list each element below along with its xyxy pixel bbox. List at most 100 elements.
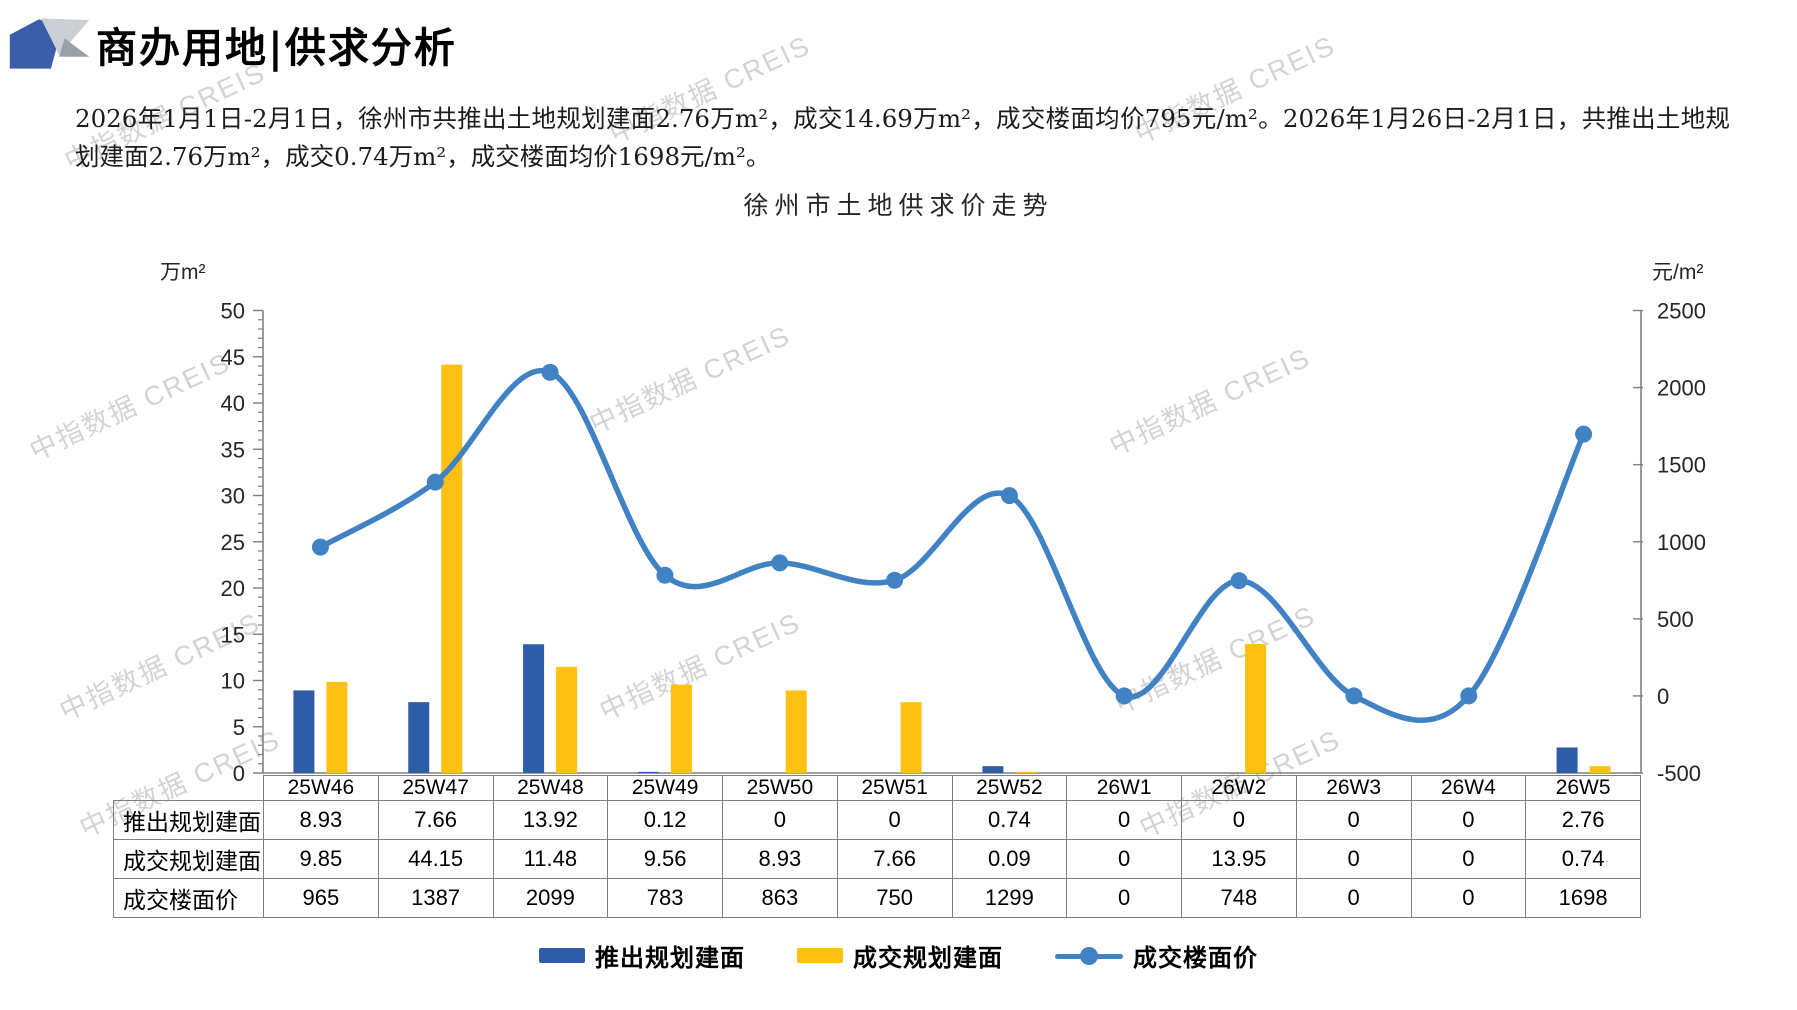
cell: 0 xyxy=(1181,800,1297,840)
right-tick-label: -500 xyxy=(1657,761,1701,786)
cell: 0.09 xyxy=(951,839,1068,879)
row-label: 成交楼面价 xyxy=(113,878,264,918)
left-tick-label: 25 xyxy=(221,530,245,555)
legend-label: 成交规划建面 xyxy=(853,943,1003,972)
left-tick-label: 10 xyxy=(221,669,245,694)
price-line-marker xyxy=(1345,687,1363,705)
col-header: 25W48 xyxy=(492,775,609,801)
table-row: 成交规划建面 9.85 44.15 11.48 9.56 8.93 7.66 0… xyxy=(113,839,1641,879)
watermark-text: 中指数据 CREIS xyxy=(594,607,806,727)
price-line-marker xyxy=(1000,487,1018,505)
price-line-marker xyxy=(1230,572,1248,590)
cell: 0 xyxy=(1066,800,1182,840)
sold-bar xyxy=(556,666,578,773)
cell: 0 xyxy=(1410,878,1527,918)
col-header: 25W47 xyxy=(377,775,494,801)
left-tick-label: 20 xyxy=(221,576,245,601)
chart-title: 徐州市土地供求价走势 xyxy=(743,191,1054,220)
price-line-marker xyxy=(1460,687,1478,705)
table-header-row: 25W46 25W47 25W48 25W49 25W50 25W51 25W5… xyxy=(114,775,1641,801)
supply-bar xyxy=(293,690,315,773)
watermark-text: 中指数据 CREIS xyxy=(24,347,236,467)
left-tick-label: 30 xyxy=(221,484,245,509)
price-line-marker xyxy=(311,538,329,556)
chart-data-table: 25W46 25W47 25W48 25W49 25W50 25W51 25W5… xyxy=(113,775,1641,918)
col-header: 26W4 xyxy=(1410,775,1527,801)
cell: 0 xyxy=(1410,839,1527,879)
watermark-text: 中指数据 CREIS xyxy=(54,607,266,727)
cell: 0 xyxy=(722,800,838,840)
left-tick-label: 45 xyxy=(221,345,245,370)
cell: 750 xyxy=(836,878,953,918)
sold-bar xyxy=(670,684,692,773)
cell: 2099 xyxy=(492,878,609,918)
cell: 863 xyxy=(722,878,838,918)
right-tick-label: 1000 xyxy=(1657,530,1706,555)
cell: 748 xyxy=(1181,878,1297,918)
sold-bar xyxy=(1245,643,1267,773)
cell: 0 xyxy=(1295,800,1412,840)
watermark-text: 中指数据 CREIS xyxy=(1109,600,1321,720)
cell: 0 xyxy=(836,800,953,840)
legend-item-sold-bar: 成交规划建面 xyxy=(797,938,1003,973)
cell: 0 xyxy=(1295,839,1412,879)
left-axis-unit: 万m² xyxy=(160,261,206,284)
cell: 965 xyxy=(263,878,379,918)
row-label: 成交规划建面 xyxy=(113,839,264,879)
watermark-text: 中指数据 CREIS xyxy=(1104,342,1316,462)
price-line-marker xyxy=(426,473,444,491)
cell: 0.74 xyxy=(1525,839,1641,879)
supply-bar xyxy=(637,771,659,773)
logo-lightgray-shape xyxy=(40,18,90,55)
cell: 2.76 xyxy=(1525,800,1641,840)
cell: 7.66 xyxy=(377,800,494,840)
left-tick-label: 5 xyxy=(233,715,245,740)
supply-bar xyxy=(523,644,545,773)
cell: 1387 xyxy=(377,878,494,918)
cell: 0.12 xyxy=(607,800,723,840)
right-tick-label: 1500 xyxy=(1657,453,1706,478)
left-tick-label: 50 xyxy=(221,299,245,324)
sold-bar xyxy=(785,690,807,773)
table-corner-blank xyxy=(114,776,264,801)
col-header: 25W51 xyxy=(836,775,953,801)
col-header: 26W5 xyxy=(1525,775,1641,801)
legend-item-price-line: 成交楼面价 xyxy=(1055,938,1258,973)
col-header: 26W1 xyxy=(1066,775,1182,801)
cell: 13.92 xyxy=(492,800,609,840)
cell: 783 xyxy=(607,878,723,918)
price-line-marker xyxy=(771,554,789,572)
cell: 0 xyxy=(1066,878,1182,918)
cell: 0 xyxy=(1295,878,1412,918)
col-header: 25W46 xyxy=(263,775,379,801)
price-line-marker xyxy=(1575,425,1593,443)
yellow-bar-swatch xyxy=(797,948,843,963)
table-row: 成交楼面价 965 1387 2099 783 863 750 1299 0 7… xyxy=(113,878,1641,918)
sold-bar xyxy=(1589,766,1611,773)
right-tick-label: 2000 xyxy=(1657,376,1706,401)
col-header: 25W50 xyxy=(722,775,838,801)
sold-bar xyxy=(1015,772,1037,773)
price-line-marker xyxy=(541,363,559,381)
cell: 7.66 xyxy=(836,839,953,879)
right-tick-label: 2500 xyxy=(1657,299,1706,324)
line-swatch-dot xyxy=(1080,946,1098,965)
col-header: 25W49 xyxy=(607,775,723,801)
supply-bar xyxy=(408,702,430,773)
summary-text: 2026年1月1日-2月1日，徐州市共推出土地规划建面2.76万m²，成交14.… xyxy=(75,104,1730,171)
col-header: 25W52 xyxy=(951,775,1068,801)
sold-bar xyxy=(900,702,922,773)
cell: 11.48 xyxy=(492,839,609,879)
right-tick-label: 500 xyxy=(1657,607,1694,632)
page-title: 商办用地|供求分析 xyxy=(96,24,457,72)
price-line xyxy=(317,367,1587,723)
left-tick-label: 35 xyxy=(221,437,245,462)
legend-item-supply-bar: 推出规划建面 xyxy=(539,938,745,973)
price-line-marker xyxy=(656,566,674,584)
cell: 1698 xyxy=(1525,878,1641,918)
col-header: 26W3 xyxy=(1295,775,1412,801)
cell: 8.93 xyxy=(263,800,379,840)
right-tick-label: 0 xyxy=(1657,684,1669,709)
left-tick-label: 40 xyxy=(221,391,245,416)
